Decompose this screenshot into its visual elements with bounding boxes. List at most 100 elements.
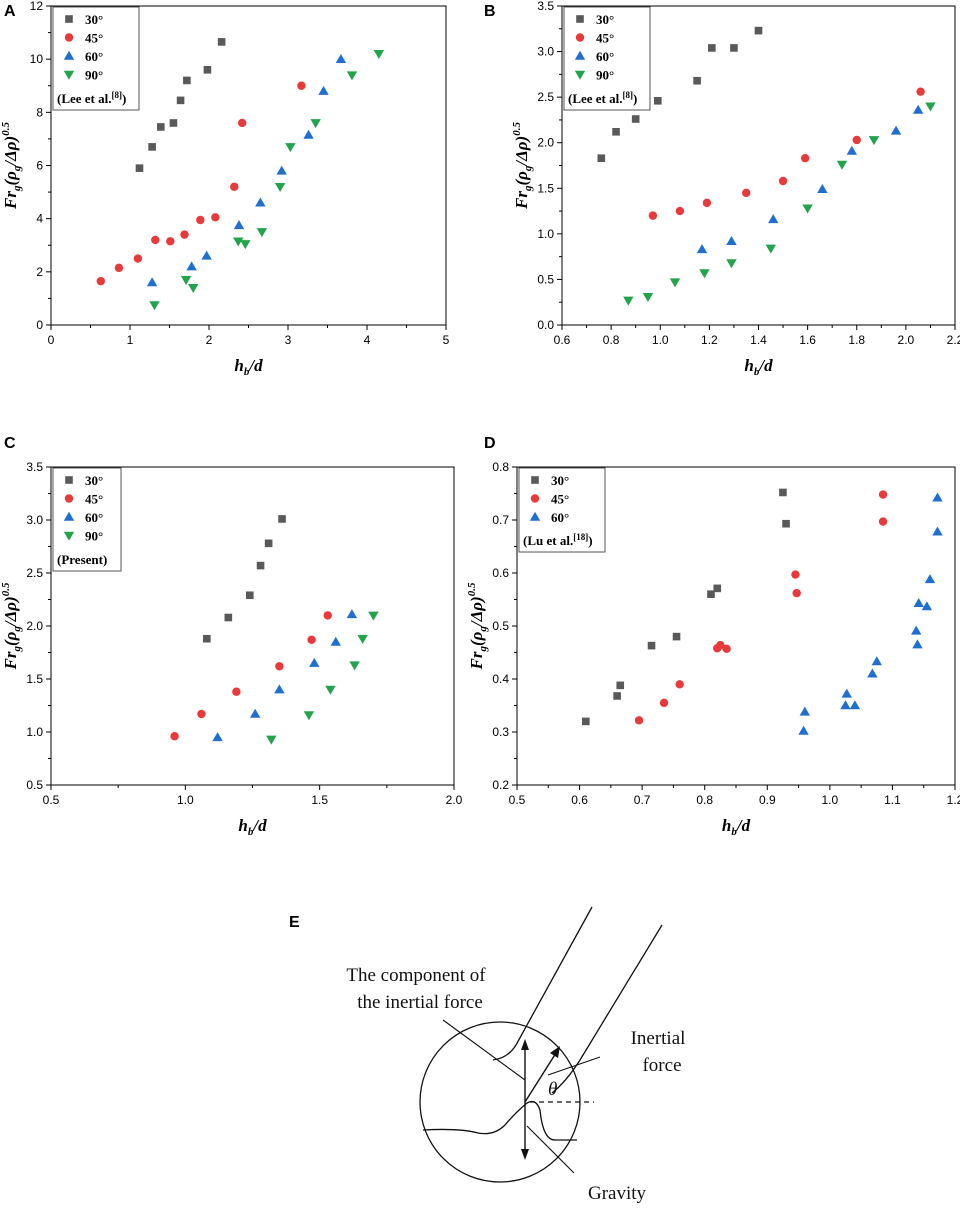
bubble-circle: [419, 1021, 581, 1183]
series-30deg: [203, 515, 286, 643]
data-point: [642, 292, 654, 302]
data-point: [708, 44, 716, 52]
series-45deg: [170, 611, 332, 741]
y-tick-label: 0.3: [492, 725, 509, 739]
y-tick-label: 0: [36, 318, 43, 332]
legend-box: [52, 467, 122, 572]
x-tick-label: 1.0: [652, 333, 669, 347]
y-tick-label: 3.5: [26, 460, 43, 474]
legend-source: (Lee et al.[8]): [57, 90, 126, 106]
x-tick-label: 1.5: [311, 793, 328, 807]
data-point: [653, 96, 662, 105]
data-point: [849, 700, 861, 710]
legend-marker: [63, 70, 75, 80]
chart-panel-d: D 0.5 0.6 0.7 0.8 0.9 1.0 1.1 1.2 0.2 0.3 0.4 0.5 0.6…: [466, 435, 960, 838]
data-point: [817, 183, 828, 193]
series-45deg: [96, 81, 306, 286]
legend-source: (Lee et al.[8]): [568, 90, 637, 106]
data-point: [212, 732, 223, 742]
legend-marker: [531, 476, 539, 484]
data-point: [368, 611, 379, 621]
chart-panel-a: A0 1 2 3 4 5024681012hb/dFrg(ρg/Δρ)0.530°45°6…: [0, 0, 450, 378]
data-point: [346, 609, 358, 619]
data-point: [699, 269, 710, 279]
x-tick-label: 0.5: [509, 793, 526, 807]
y-tick-label: 1.5: [26, 672, 43, 686]
x-tick-label: 3: [285, 333, 292, 347]
x-tick-label: 1.4: [750, 333, 767, 347]
data-point: [148, 143, 156, 151]
y-tick-label: 2.5: [537, 90, 554, 104]
legend-source: (Present): [57, 552, 107, 567]
data-point: [310, 119, 321, 129]
data-point: [285, 143, 296, 153]
data-point: [730, 44, 738, 52]
series-30deg: [597, 26, 763, 163]
legend: 30° 45° 60° 90° (Present): [52, 467, 122, 572]
legend-marker: [63, 50, 75, 60]
data-point: [166, 237, 175, 246]
data-point: [255, 197, 266, 207]
data-point: [170, 732, 179, 741]
data-point: [623, 296, 634, 306]
data-point: [197, 709, 206, 719]
data-point: [696, 244, 708, 254]
y-tick-label: 2.0: [537, 136, 554, 150]
x-tick-label: 0.6: [554, 333, 571, 347]
theta-label: θ: [548, 1079, 557, 1100]
y-tick-label: 6: [36, 159, 43, 173]
data-point: [233, 220, 245, 230]
series-60deg: [146, 53, 347, 287]
legend-label: 60°: [85, 510, 103, 525]
data-point: [675, 206, 685, 216]
data-point: [237, 118, 247, 128]
data-point: [932, 492, 943, 502]
data-point: [707, 590, 715, 598]
data-point: [878, 517, 888, 526]
y-tick-label: 10: [30, 52, 44, 66]
data-point: [183, 76, 191, 85]
x-tick-label: 0: [48, 333, 55, 347]
data-point: [924, 574, 936, 584]
series-45deg: [648, 87, 925, 220]
inertial-label-line1: Inertial: [631, 1028, 686, 1049]
legend-label: 60°: [551, 510, 569, 525]
legend-label: 90°: [85, 68, 103, 83]
component-arrowhead: [521, 1039, 529, 1050]
data-point: [597, 154, 606, 163]
legend-marker: [529, 511, 541, 521]
inertial-arrowhead: [550, 1046, 560, 1058]
x-tick-label: 1.8: [848, 333, 865, 347]
data-point: [799, 706, 811, 716]
data-point: [612, 127, 620, 136]
data-point: [201, 250, 212, 260]
data-point: [203, 634, 211, 643]
legend-marker: [64, 494, 74, 503]
y-tick-label: 0.0: [537, 318, 554, 332]
legend-label: 30°: [85, 473, 103, 488]
data-point: [318, 85, 329, 95]
legend-marker: [65, 15, 73, 23]
legend: 30° 45° 60° 90° (Lee et al.[8]): [52, 6, 140, 111]
force-diagram: E The component of the inertial force Inert…: [289, 906, 686, 1204]
legend-label: 30°: [85, 12, 103, 27]
legend-marker: [65, 476, 73, 484]
data-point: [840, 700, 851, 710]
y-axis-title: Frg(ρg/Δρ)0.5: [0, 122, 23, 210]
x-axis-title: hb/d: [238, 816, 267, 838]
tube-left-wall: [492, 906, 593, 1061]
data-point: [925, 102, 936, 112]
x-axis-title: hb/d: [722, 816, 751, 838]
y-tick-label: 1.0: [26, 725, 43, 739]
data-point: [211, 213, 220, 222]
inertial-label-line2: force: [642, 1055, 681, 1076]
y-tick-label: 2: [36, 265, 43, 279]
data-point: [203, 66, 212, 74]
x-tick-label: 4: [364, 333, 371, 347]
x-tick-label: 1.1: [884, 793, 901, 807]
data-point: [274, 684, 285, 694]
panel-letter: C: [4, 435, 16, 452]
data-point: [634, 716, 644, 725]
legend-marker: [63, 511, 75, 521]
data-point: [791, 570, 800, 579]
